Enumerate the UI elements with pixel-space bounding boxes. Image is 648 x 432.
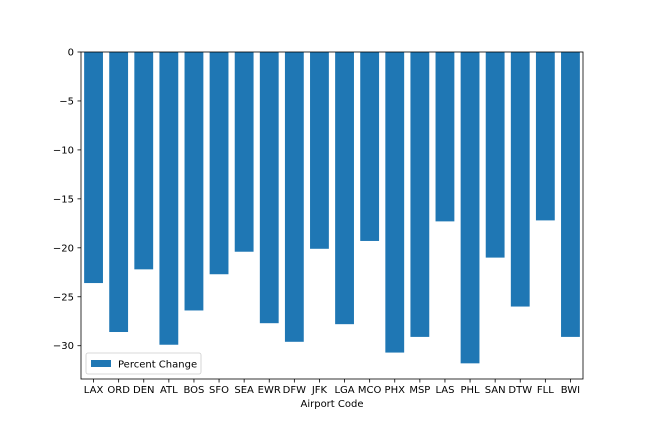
bar-lax (84, 52, 103, 284)
legend-box (85, 352, 202, 375)
bar-mco (360, 52, 380, 241)
y-tick-label: −20 (53, 243, 74, 254)
x-tick-label: MSP (409, 385, 430, 396)
y-tick-label: −30 (53, 341, 74, 352)
bar-dtw (510, 52, 530, 307)
x-axis: LAX ORD DEN ATL BOS SFO SEA EWR DFW JFK LGA MCO PHX M… (84, 379, 580, 396)
x-tick-label: MCO (358, 385, 382, 396)
x-tick-label: LAS (435, 385, 454, 396)
bar-sea (234, 52, 254, 252)
bar-bos (184, 52, 204, 311)
bar-bwi (561, 52, 580, 337)
legend: Percent Change (85, 352, 202, 375)
bar-series (84, 52, 580, 364)
bar-jfk (310, 52, 329, 249)
x-axis-label: Airport Code (300, 399, 363, 410)
x-tick-label: SFO (209, 385, 229, 396)
y-tick-label: −25 (53, 292, 74, 303)
y-tick-label: −15 (53, 194, 74, 205)
x-tick-label: FLL (537, 385, 554, 396)
x-tick-label: DEN (133, 385, 155, 396)
x-tick-label: LAX (84, 385, 104, 396)
x-tick-label: PHX (385, 385, 406, 396)
bar-ewr (259, 52, 279, 324)
legend-label: Percent Change (118, 360, 197, 371)
bar-ord (109, 52, 129, 333)
legend-swatch (91, 360, 111, 367)
bar-den (134, 52, 154, 270)
x-tick-label: SAN (485, 385, 506, 396)
bar-fll (535, 52, 555, 221)
x-tick-label: SEA (234, 385, 254, 396)
bar-phl (460, 52, 480, 364)
bar-msp (410, 52, 430, 337)
y-tick-label: −10 (53, 145, 74, 156)
bar-sfo (209, 52, 229, 275)
bar-lga (335, 52, 354, 325)
bar-atl (159, 52, 179, 345)
x-tick-label: ATL (160, 385, 178, 396)
x-tick-label: LGA (334, 385, 354, 396)
y-tick-label: −5 (59, 96, 74, 107)
bar-las (435, 52, 455, 222)
x-tick-label: EWR (258, 385, 281, 396)
x-tick-label: JFK (311, 385, 328, 396)
y-axis: 0 −5 −10 −15 −20 −25 −30 (53, 48, 81, 352)
y-tick-label: 0 (68, 48, 74, 59)
bar-phx (385, 52, 405, 353)
x-tick-label: DTW (508, 385, 532, 396)
x-tick-label: PHL (460, 385, 480, 396)
bar-san (485, 52, 505, 258)
bar-dfw (284, 52, 304, 342)
plot-frame (80, 51, 584, 380)
x-tick-label: BWI (561, 385, 580, 396)
x-tick-label: DFW (283, 385, 306, 396)
x-tick-label: ORD (107, 385, 130, 396)
x-tick-label: BOS (183, 385, 204, 396)
